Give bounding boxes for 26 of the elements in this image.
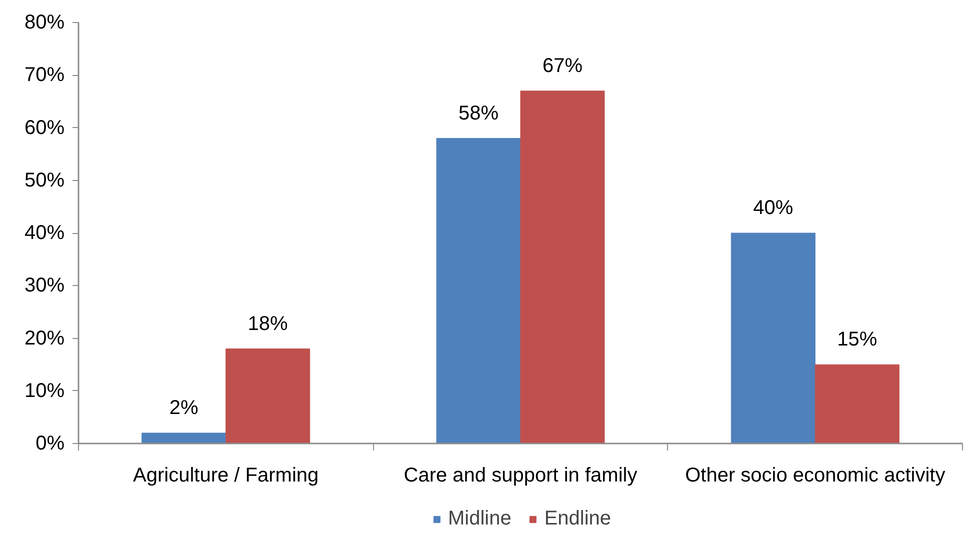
bar — [226, 348, 310, 444]
bar — [520, 90, 605, 444]
bar — [142, 432, 226, 444]
y-tick-label: 20% — [24, 327, 65, 350]
y-tick-label: 0% — [36, 432, 65, 454]
y-tick-label: 80% — [24, 12, 65, 34]
bar — [436, 138, 521, 444]
data-label: 15% — [837, 328, 878, 351]
data-label: 2% — [169, 396, 199, 419]
data-label: 67% — [542, 54, 583, 77]
legend-label: Midline — [448, 508, 512, 530]
x-tick-label: Other socio economic activity — [685, 464, 946, 486]
legend-label: Endline — [544, 508, 612, 530]
y-tick-label: 40% — [24, 222, 65, 244]
y-tick-label: 50% — [24, 169, 65, 192]
bar — [814, 364, 900, 444]
data-label: 40% — [753, 197, 794, 219]
y-tick-label: 70% — [24, 64, 65, 86]
x-tick-label: Agriculture / Farming — [133, 464, 319, 486]
y-tick-label: 10% — [24, 380, 65, 402]
x-tick-label: Care and support in family — [404, 464, 638, 486]
data-label: 58% — [458, 102, 499, 124]
data-label: 18% — [248, 312, 288, 335]
bar — [730, 232, 816, 444]
y-tick-label: 60% — [24, 116, 65, 139]
y-tick-label: 30% — [24, 274, 65, 297]
